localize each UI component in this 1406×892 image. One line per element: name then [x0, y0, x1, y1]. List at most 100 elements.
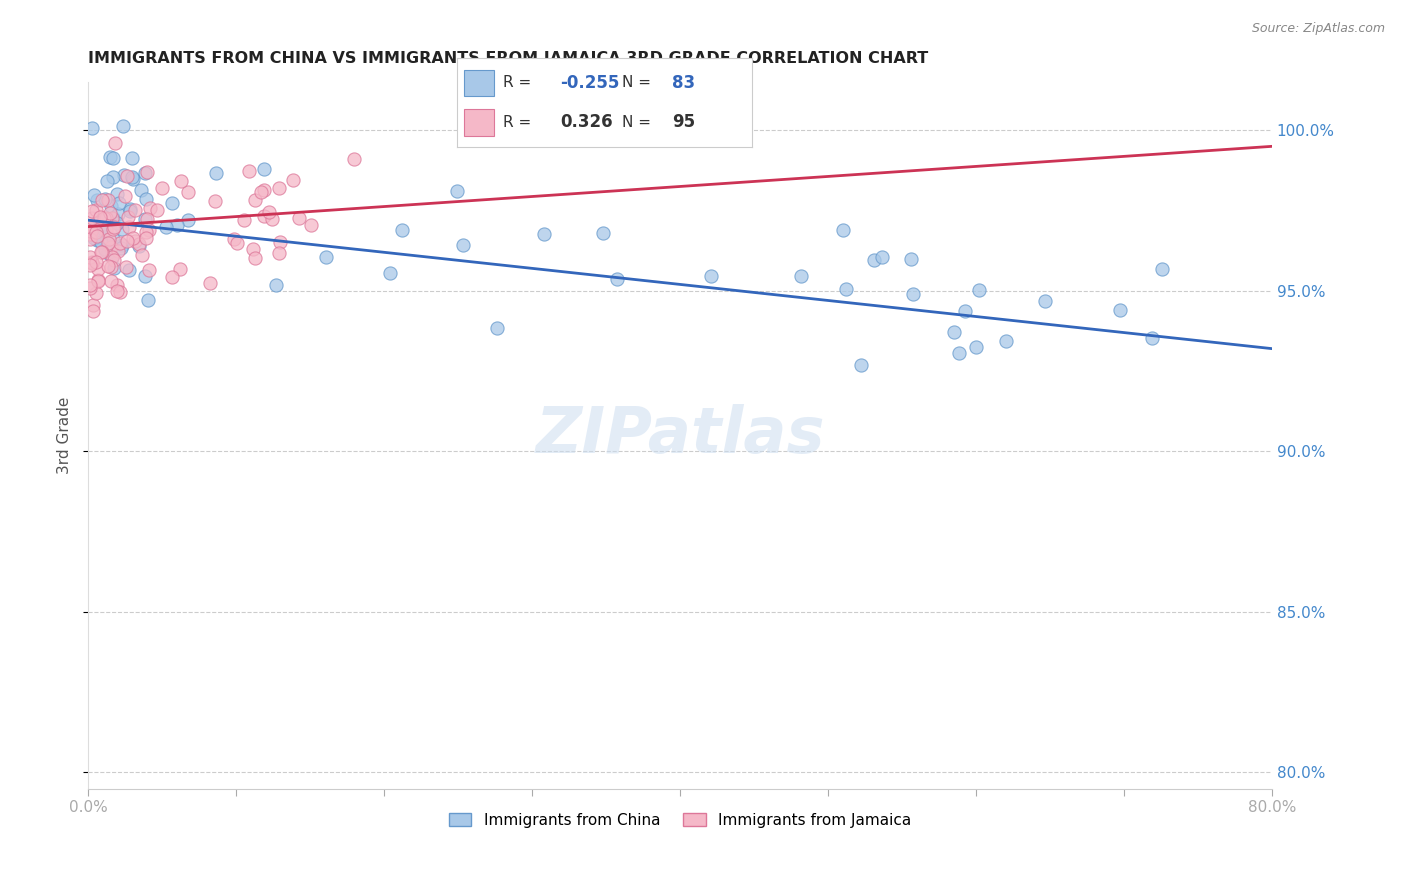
Point [84, 202, 107, 217]
Point [79, 232, 101, 246]
Point [79, 225, 101, 239]
Point [97, 232, 120, 246]
Point [101, 170, 124, 185]
Point [103, 220, 125, 235]
Point [146, 203, 169, 218]
Point [94, 211, 117, 226]
Point [97, 259, 120, 273]
Point [135, 192, 157, 206]
Point [485, 321, 508, 335]
Point [97, 236, 120, 251]
Point [238, 163, 260, 178]
Point [80, 223, 103, 237]
Text: N =: N = [623, 115, 651, 129]
Point [832, 223, 855, 237]
Point [121, 151, 143, 165]
Point [160, 195, 183, 210]
Point [900, 252, 922, 266]
Point [82, 304, 104, 318]
Point [862, 252, 884, 267]
Point [849, 359, 872, 373]
Point [253, 183, 276, 197]
Point [283, 173, 305, 187]
Point [84, 255, 107, 269]
Point [1109, 303, 1132, 318]
Point [233, 212, 256, 227]
Point [101, 211, 124, 226]
Point [86, 233, 108, 247]
Point [101, 211, 124, 226]
Point [903, 287, 925, 301]
Point [80, 254, 103, 268]
Point [250, 185, 273, 199]
Point [98, 150, 121, 164]
Point [100, 274, 122, 288]
Point [80, 256, 103, 270]
Point [87, 273, 110, 287]
Point [205, 166, 228, 180]
Point [242, 242, 264, 256]
Point [834, 282, 856, 296]
Point [111, 238, 134, 252]
Point [260, 211, 283, 226]
Point [101, 250, 124, 264]
Point [533, 227, 555, 242]
Point [118, 262, 141, 277]
Point [176, 186, 198, 200]
Point [101, 232, 124, 246]
Point [101, 222, 124, 236]
Point [101, 250, 124, 264]
Point [115, 234, 138, 248]
Point [155, 219, 177, 234]
Point [121, 169, 143, 184]
Point [790, 268, 813, 283]
FancyBboxPatch shape [464, 70, 494, 96]
Point [82, 121, 104, 136]
Point [89, 223, 111, 237]
Point [100, 239, 122, 253]
Point [1140, 331, 1163, 345]
Point [252, 161, 274, 176]
Point [135, 231, 157, 245]
Point [129, 182, 152, 196]
Point [451, 238, 474, 252]
Point [124, 234, 146, 248]
Point [994, 334, 1017, 348]
Point [245, 251, 267, 265]
Point [965, 340, 987, 354]
Text: IMMIGRANTS FROM CHINA VS IMMIGRANTS FROM JAMAICA 3RD GRADE CORRELATION CHART: IMMIGRANTS FROM CHINA VS IMMIGRANTS FROM… [89, 51, 928, 66]
Point [243, 193, 266, 207]
Point [112, 169, 135, 183]
Point [110, 241, 132, 255]
Point [97, 246, 120, 260]
Text: 0.326: 0.326 [560, 113, 613, 131]
Point [79, 227, 101, 242]
Point [967, 283, 990, 297]
Point [121, 230, 143, 244]
Point [269, 235, 291, 249]
Point [87, 261, 110, 276]
Text: 95: 95 [672, 113, 696, 131]
Point [134, 269, 156, 284]
Point [96, 174, 118, 188]
Point [91, 212, 114, 227]
Point [94, 193, 117, 207]
Point [84, 225, 107, 239]
Point [700, 268, 723, 283]
Point [94, 223, 117, 237]
Point [138, 263, 160, 277]
Point [128, 237, 150, 252]
Point [253, 210, 276, 224]
Point [79, 250, 101, 264]
Point [90, 244, 112, 259]
Point [1033, 294, 1056, 309]
Point [80, 204, 103, 219]
Point [94, 242, 117, 256]
Point [105, 284, 128, 298]
Point [269, 245, 291, 260]
Point [117, 210, 139, 224]
Point [91, 193, 114, 207]
Point [315, 250, 337, 264]
Point [198, 277, 221, 291]
Point [118, 219, 141, 234]
